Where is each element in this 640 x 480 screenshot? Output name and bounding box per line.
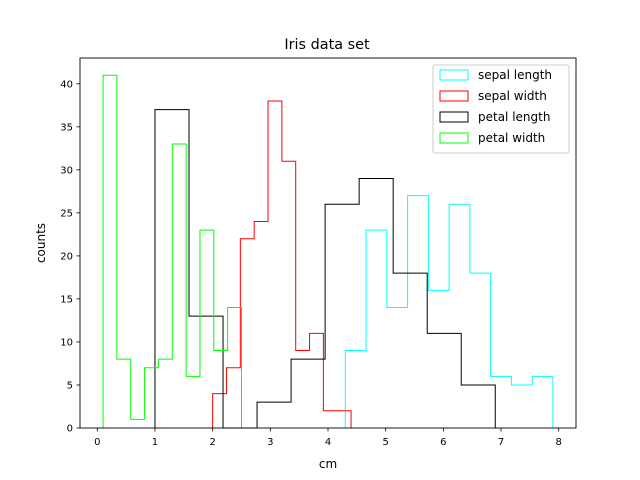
series-sepal-width-steps: [212, 100, 352, 428]
series-petal-length-steps: [154, 109, 496, 429]
y-axis-label: counts: [34, 223, 48, 263]
legend-swatch: [439, 111, 469, 123]
y-tick-label: 40: [60, 79, 73, 90]
x-tick-label: 3: [267, 437, 273, 448]
legend-label: sepal length: [478, 68, 552, 82]
legend-swatch: [439, 132, 469, 144]
x-tick-label: 8: [556, 437, 562, 448]
y-axis: 0 5 10 15 20 25 30 35 40: [60, 79, 80, 435]
legend-box: [432, 64, 570, 154]
series-sepal-length-steps: [344, 195, 554, 428]
series-layer: [102, 74, 554, 429]
x-tick-label: 6: [440, 437, 446, 448]
y-tick-label: 30: [60, 165, 73, 176]
x-tick-label: 1: [152, 437, 158, 448]
y-tick-label: 25: [60, 208, 73, 219]
legend-label: sepal width: [478, 89, 547, 103]
legend-label: petal length: [478, 110, 550, 124]
legend-swatch: [439, 69, 469, 81]
y-tick-label: 0: [67, 424, 73, 435]
y-tick-label: 5: [67, 381, 73, 392]
x-tick-label: 5: [382, 437, 388, 448]
x-tick-label: 2: [209, 437, 215, 448]
x-tick-label: 4: [325, 437, 331, 448]
y-tick-label: 35: [60, 122, 73, 133]
chart-title: Iris data set: [284, 37, 370, 53]
y-tick-label: 10: [60, 338, 73, 349]
legend: sepal length sepal width petal length petal…: [432, 64, 570, 154]
series-petal-width-steps: [102, 74, 242, 428]
legend-swatch: [439, 90, 469, 102]
x-tick-label: 7: [498, 437, 504, 448]
legend-label: petal width: [478, 131, 545, 145]
x-axis-label: cm: [319, 457, 337, 471]
y-tick-label: 20: [60, 252, 73, 263]
x-axis: 0 1 2 3 4 5 6 7 8: [94, 428, 562, 448]
y-tick-label: 15: [60, 295, 73, 306]
x-tick-label: 0: [94, 437, 100, 448]
